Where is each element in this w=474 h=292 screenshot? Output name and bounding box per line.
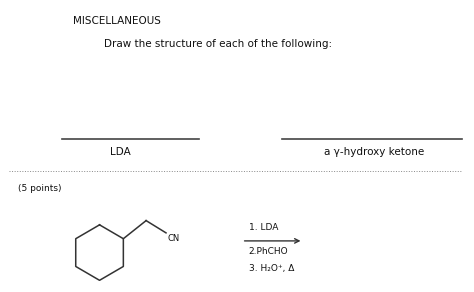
Text: MISCELLANEOUS: MISCELLANEOUS [73,16,161,26]
Text: 1. LDA: 1. LDA [249,223,278,232]
Text: CN: CN [167,234,180,243]
Text: Draw the structure of each of the following:: Draw the structure of each of the follow… [104,39,332,49]
Text: 3. H₂O⁺, Δ: 3. H₂O⁺, Δ [249,264,294,273]
Text: LDA: LDA [110,147,131,157]
Text: a γ-hydroxy ketone: a γ-hydroxy ketone [324,147,425,157]
Text: 2.PhCHO: 2.PhCHO [249,247,289,256]
Text: (5 points): (5 points) [18,184,62,193]
